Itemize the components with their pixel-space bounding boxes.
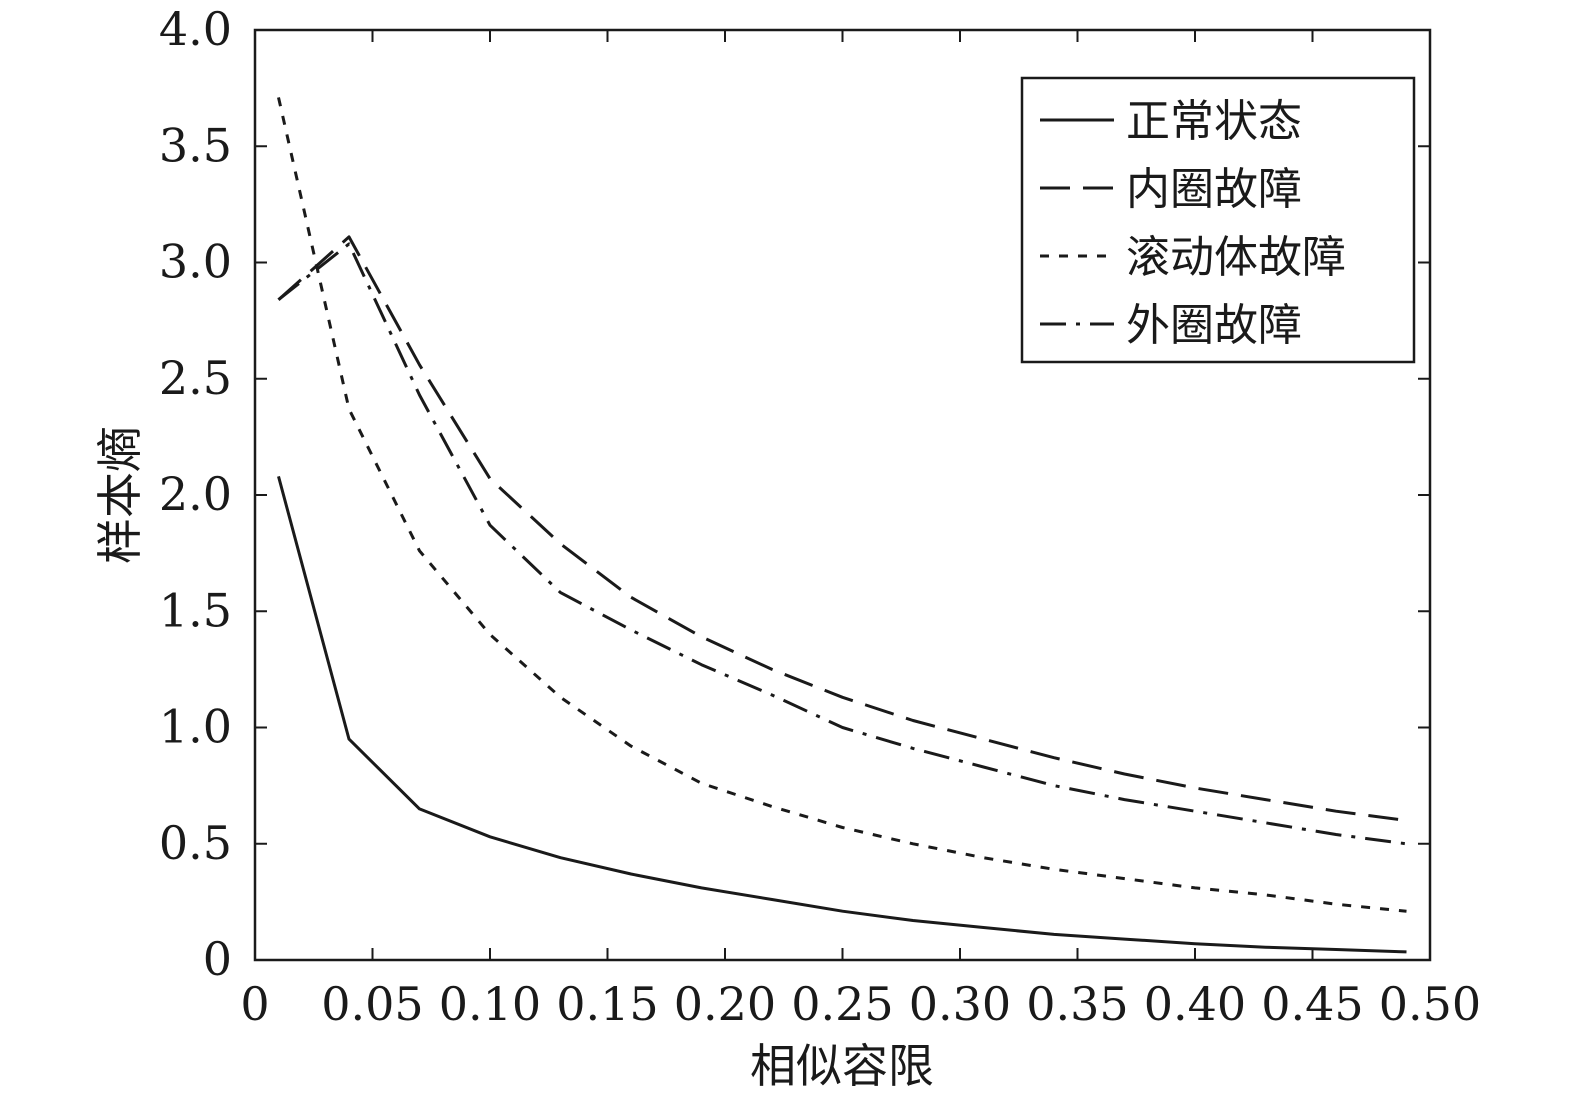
y-tick-label: 0.5 — [159, 816, 232, 870]
legend-box — [1020, 76, 1416, 364]
y-tick-label: 3.0 — [159, 235, 232, 289]
x-tick-label: 0.45 — [1261, 977, 1363, 1031]
x-tick-label: 0.10 — [439, 977, 541, 1031]
y-axis-label: 样本熵 — [93, 426, 147, 564]
legend-label: 内圈故障 — [1126, 164, 1302, 215]
legend-label: 外圈故障 — [1126, 300, 1302, 351]
series-line-1 — [277, 476, 1407, 954]
series-line-4 — [277, 242, 1407, 846]
x-tick-label: 0 — [240, 977, 269, 1031]
x-tick-label: 0.05 — [321, 977, 423, 1031]
series-layer — [277, 97, 1407, 954]
y-tick-label: 1.5 — [159, 583, 232, 637]
x-tick-label: 0.15 — [556, 977, 658, 1031]
legend-label: 正常状态 — [1126, 96, 1302, 147]
series-line-2 — [277, 235, 1407, 822]
x-tick-label: 0.20 — [674, 977, 776, 1031]
y-tick-label: 2.5 — [159, 351, 232, 405]
y-tick-label: 1.0 — [159, 700, 232, 754]
y-tick-label: 3.5 — [159, 118, 232, 172]
x-tick-label: 0.40 — [1144, 977, 1246, 1031]
plot-frame — [253, 28, 1432, 962]
y-tick-label: 4.0 — [159, 2, 232, 56]
legend-label: 滚动体故障 — [1126, 232, 1346, 283]
x-tick-label: 0.25 — [791, 977, 893, 1031]
x-tick-label: 0.50 — [1379, 977, 1481, 1031]
x-axis-label: 相似容限 — [750, 1039, 934, 1093]
ticks-layer: 0 0.05 0.10 0.15 0.20 0.25 0.30 0.35 0.40 0.45 0.5… — [159, 2, 1481, 1031]
y-tick-label: 2.0 — [159, 467, 232, 521]
x-tick-label: 0.30 — [909, 977, 1011, 1031]
x-tick-label: 0.35 — [1026, 977, 1128, 1031]
y-tick-label: 0 — [203, 932, 232, 986]
series-line-3 — [277, 97, 1407, 913]
